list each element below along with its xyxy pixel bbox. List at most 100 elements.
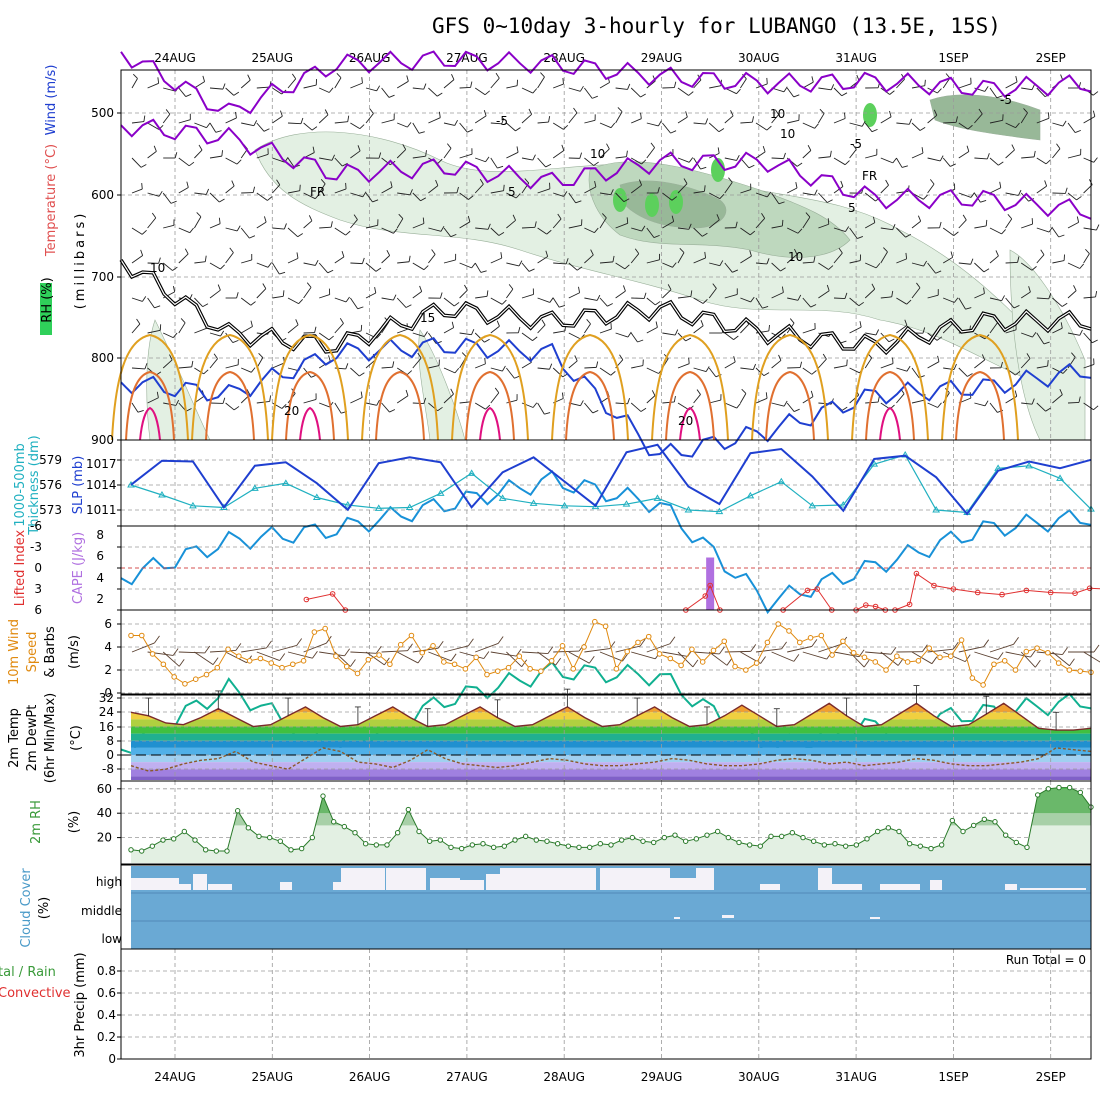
wind-barb [693,251,707,264]
clear-sky-gap [760,884,780,890]
wind-barb [178,227,194,234]
y-tick-label: 20 [97,831,112,845]
barb-shaft [1020,291,1031,299]
isotherm-30-loop [139,406,161,441]
wind-barb [287,227,303,238]
isotherm-line [120,336,1092,458]
wind-barb [131,183,143,194]
barb-feather [267,196,273,201]
barb-feather [674,329,679,336]
wind-barb [506,192,521,199]
t2m-label-1: 2m Temp [7,708,22,768]
barb-shaft [646,326,658,334]
wind-barb [225,87,240,96]
barb-feather [1078,396,1081,403]
barb-shaft [412,192,421,202]
barb-shaft [1036,332,1045,345]
barb-shaft [459,192,469,200]
barb-feather [1069,658,1075,666]
wind-barb [958,258,974,265]
barb-shaft [802,367,813,375]
barb-feather [1096,224,1100,231]
wind-barb [240,227,256,239]
barb-shaft [1067,262,1080,269]
barb-shaft [724,182,733,194]
wind-barb [147,145,157,159]
barb-shaft [272,295,284,299]
barb-shaft [272,87,282,95]
barb-feather [483,651,490,659]
barb-shaft [459,221,471,229]
barb-shaft [1036,157,1047,165]
wind-speed-line [128,618,1094,688]
rh-point [885,825,892,831]
barb-feather [359,372,365,377]
barb-feather [312,146,315,153]
barb-shaft [1083,402,1094,411]
barb-feather [841,92,848,97]
rh-point [1066,784,1073,791]
wind-barb [662,284,672,299]
wind-barb [194,122,211,129]
barb-shaft [240,326,253,334]
wind-barb [318,262,334,274]
wind-barb [506,260,523,267]
barb-feather [446,143,452,149]
wind-barb [552,297,566,308]
barb-feather [980,199,987,203]
barb-feather [232,339,239,344]
barb-shaft [147,397,159,404]
barb-feather [939,221,942,228]
slp-tick-label: 1017 [86,457,117,471]
wind-barb [974,262,990,273]
wind-barb [350,391,363,404]
wind-barb [521,108,533,124]
wind-barb [989,114,1004,124]
temp-band [131,726,1091,734]
barb-shaft [365,651,385,666]
barb-feather [450,388,454,395]
barb-shaft [1052,260,1065,264]
wind-barb [740,296,755,303]
wind-barb [1052,187,1068,194]
rh-high-cell [669,190,683,214]
barb-shaft [1020,358,1031,369]
barb-shaft [381,255,390,264]
barb-shaft [209,262,221,270]
barb-feather [388,94,395,98]
barb-shaft [771,114,780,124]
barb-shaft [958,297,966,310]
barb-shaft [677,227,689,230]
barb-feather [672,262,677,268]
barb-shaft [272,227,285,230]
barb-shaft [194,81,205,89]
rh-legend-swatch [40,283,52,335]
y-tick-label: 0.2 [97,1030,116,1044]
barb-shaft [303,84,317,89]
barb-shaft [553,83,564,89]
wind-speed-point [138,632,145,639]
wind-barb [459,284,468,299]
lifted-index-line [306,593,346,611]
barb-shaft [272,402,283,409]
wind-barb [677,178,688,194]
clear-sky-gap [696,868,714,890]
barb-shaft [334,323,344,334]
barb-feather [967,373,973,377]
barb-feather [222,397,226,404]
barb-feather [1047,112,1050,119]
wind-barb [194,367,209,375]
wind-barb [552,122,569,130]
lifted-index-point [1072,590,1078,597]
wind-barb [911,282,921,299]
barb-feather [768,324,770,332]
barb-feather [202,303,209,308]
barb-shaft [334,157,343,167]
barb-shaft [256,192,268,201]
barb-shaft [272,115,283,124]
barb-shaft [865,332,877,336]
wind-speed-point [192,676,199,683]
wind-barb [631,359,644,369]
barb-shaft [911,122,921,131]
wind-speed-point [829,652,835,658]
